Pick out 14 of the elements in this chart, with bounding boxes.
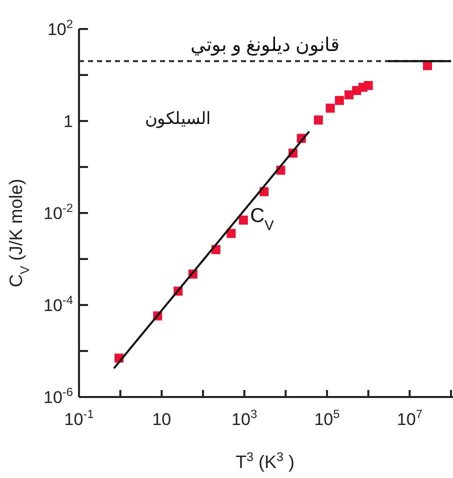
x-tick-label: 10$^{3}$ <box>232 407 258 429</box>
annotation: C$_{V}$ <box>250 205 275 233</box>
x-tick-label: 10$^{-1}$ <box>64 407 94 429</box>
y-tick-label: 1 <box>64 112 73 131</box>
y-tick-label: 10$^{-6}$ <box>44 385 74 407</box>
x-tick-label: 10 <box>152 410 172 429</box>
y-tick-label: 10$^{-4}$ <box>44 293 74 315</box>
y-tick-label: 10$^{2}$ <box>47 17 74 39</box>
y-tick-label: 10$^{-2}$ <box>44 201 74 223</box>
chart-title: قانون ديلونغ و بوتي <box>190 35 340 56</box>
x-axis-title: T$^{3}$ (K$^{3}$) <box>235 450 295 472</box>
x-tick-label: 10$^{7}$ <box>396 407 423 429</box>
annotation: السيلكون <box>145 109 211 129</box>
x-tick-label: 10$^{5}$ <box>314 407 340 429</box>
